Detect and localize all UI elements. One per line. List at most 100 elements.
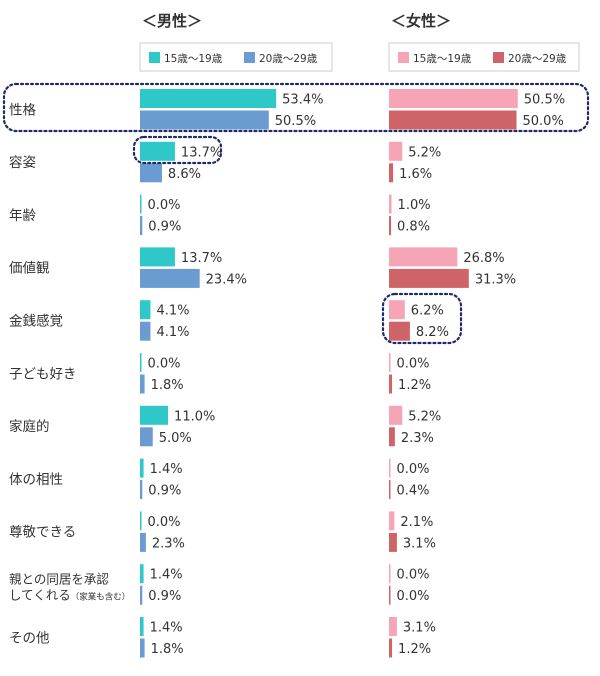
data-label: 8.6% — [168, 167, 201, 182]
bar — [140, 141, 175, 161]
data-label: 3.1% — [403, 621, 436, 636]
data-label: 50.0% — [523, 114, 564, 129]
data-label: 5.0% — [159, 431, 192, 446]
bar — [389, 374, 393, 394]
data-label: 0.0% — [397, 462, 430, 477]
bar — [389, 141, 403, 161]
data-label: 1.6% — [399, 167, 432, 182]
bar — [140, 480, 143, 500]
data-label: 5.2% — [408, 409, 441, 424]
legend-swatch — [493, 52, 504, 63]
bar — [389, 110, 517, 130]
highlight-frame — [381, 292, 463, 345]
bar — [389, 511, 395, 531]
category-label: 容姿 — [9, 154, 36, 171]
data-label: 0.0% — [148, 357, 181, 372]
data-label: 13.7% — [181, 145, 222, 160]
data-label: 0.0% — [148, 515, 181, 530]
bar — [389, 268, 469, 288]
bar — [140, 638, 145, 658]
bar — [389, 638, 393, 658]
bar — [389, 194, 392, 214]
bar — [389, 458, 391, 478]
data-label: 0.0% — [148, 198, 181, 213]
data-label: 13.7% — [181, 251, 222, 266]
legend-label: 15歳〜19歳 — [164, 53, 223, 65]
category-label: 親との同居を承認 — [9, 571, 109, 586]
data-label: 1.4% — [150, 621, 183, 636]
bar — [140, 617, 144, 636]
category-label: 体の相性 — [9, 472, 63, 488]
bar — [389, 353, 391, 372]
bar — [389, 163, 394, 183]
data-label: 53.4% — [282, 93, 323, 108]
bar — [140, 110, 269, 130]
bar — [389, 321, 410, 341]
bar — [140, 163, 162, 183]
category-label: 金銭感覚 — [9, 312, 63, 329]
legend-box — [388, 42, 580, 72]
category-label: 家庭的 — [9, 418, 50, 435]
data-label: 4.1% — [156, 325, 189, 340]
bar — [140, 247, 175, 267]
highlight-frame — [132, 135, 223, 165]
data-label: 50.5% — [275, 114, 316, 129]
legend-label: 20歳〜29歳 — [508, 53, 567, 65]
panel-title-female: ＜女性＞ — [391, 12, 451, 30]
bar — [389, 89, 518, 108]
data-label: 4.1% — [156, 304, 189, 319]
data-label: 0.0% — [397, 357, 430, 372]
bar — [389, 585, 391, 605]
data-label: 31.3% — [475, 272, 516, 287]
data-label: 50.5% — [524, 93, 565, 108]
bar — [140, 532, 146, 552]
legend-swatch — [398, 52, 409, 63]
bar — [140, 300, 151, 320]
data-label: 0.0% — [397, 589, 430, 604]
category-label: 価値観 — [9, 260, 50, 277]
bar — [140, 374, 145, 394]
category-label: 年齢 — [9, 208, 36, 224]
bar — [140, 564, 144, 584]
data-label: 2.1% — [400, 515, 433, 530]
data-label: 1.2% — [398, 378, 431, 393]
panel-title-male: ＜男性＞ — [142, 12, 202, 30]
category-label: 性格 — [9, 102, 36, 118]
bar — [389, 216, 392, 236]
data-label: 11.0% — [174, 409, 215, 424]
bar — [389, 247, 458, 267]
data-label: 1.4% — [150, 568, 183, 583]
data-label: 5.2% — [408, 145, 441, 160]
legend-swatch — [149, 52, 160, 63]
bar — [389, 480, 391, 500]
category-label: してくれる（家業も含む） — [9, 587, 130, 602]
data-label: 0.9% — [148, 220, 181, 235]
data-label: 23.4% — [206, 272, 247, 287]
data-label: 0.4% — [397, 484, 430, 499]
data-label: 0.8% — [397, 220, 430, 235]
bar — [140, 458, 144, 478]
highlight-frame — [2, 82, 590, 133]
bar — [140, 511, 142, 531]
bar — [140, 405, 169, 425]
data-label: 8.2% — [416, 325, 449, 340]
data-label: 3.1% — [403, 536, 436, 551]
category-label: 尊敬できる — [9, 525, 76, 541]
data-label: 1.2% — [398, 642, 431, 657]
data-label: 1.8% — [151, 642, 184, 657]
bar — [140, 321, 151, 341]
data-label: 0.9% — [148, 589, 181, 604]
bar — [389, 427, 395, 447]
data-label: 0.9% — [148, 484, 181, 499]
legend-label: 20歳〜29歳 — [259, 53, 318, 65]
category-label: その他 — [9, 630, 50, 646]
bar — [140, 194, 142, 214]
legend-swatch — [244, 52, 255, 63]
data-label: 1.0% — [398, 198, 431, 213]
data-label: 1.4% — [150, 462, 183, 477]
bar — [140, 216, 143, 236]
bar — [389, 532, 397, 552]
data-label: 1.8% — [151, 378, 184, 393]
